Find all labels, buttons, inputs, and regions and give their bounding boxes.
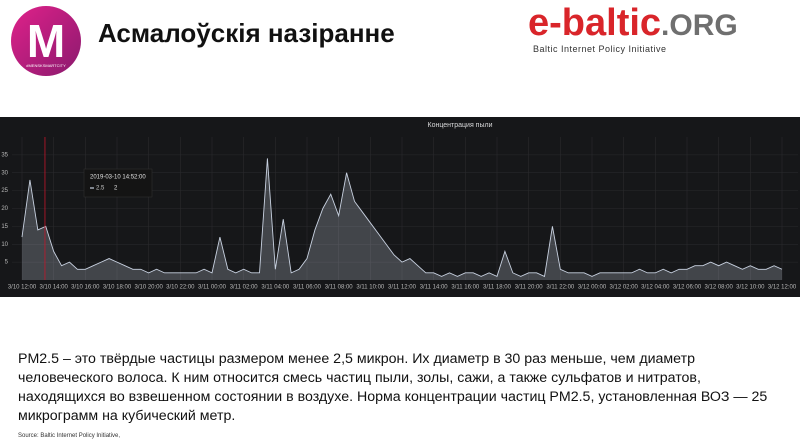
x-tick-label: 3/12 10:00 [736,285,765,291]
x-tick-label: 3/10 12:00 [8,285,37,291]
brand-name: e-baltic [528,2,662,44]
brand-subtitle: Baltic Internet Policy Initiative [533,44,667,54]
body-text: PM2.5 – это твёрдые частицы размером мен… [18,351,768,424]
x-tick-label: 3/11 22:00 [546,285,575,291]
area [22,158,782,280]
tooltip-box [83,168,153,198]
x-tick-label: 3/12 04:00 [641,285,670,291]
y-tick-label: 15 [1,224,8,230]
x-tick-label: 3/11 12:00 [388,285,417,291]
tooltip: 2019-03-10 14:52:00 2.5 2 [83,168,153,198]
logo-letter: M [27,15,65,67]
tooltip-time: 2019-03-10 14:52:00 [90,175,146,181]
logo-circle [11,6,81,76]
x-tick-label: 3/11 14:00 [420,285,449,291]
page-title: Асмалоўскія назіранне [98,18,395,48]
x-tick-label: 3/11 08:00 [325,285,354,291]
x-tick-label: 3/11 06:00 [293,285,322,291]
x-tick-label: 3/10 16:00 [71,285,100,291]
brand-suffix: .ORG [661,9,738,42]
chart: Концентрация пыли 5 10 15 20 25 30 35 3/10 12:0… [0,117,800,297]
source: Source: Baltic Internet Policy Initiativ… [18,433,121,439]
x-tick-label: 3/12 06:00 [673,285,702,291]
line [21,158,783,278]
x-tick-label: 3/11 02:00 [230,285,259,291]
x-tick-label: 3/10 14:00 [39,285,68,291]
tooltip-series: 2.5 [96,186,105,192]
x-tick-label: 3/12 00:00 [578,285,607,291]
x-tick-label: 3/10 18:00 [103,285,132,291]
y-tick-label: 25 [1,188,8,194]
x-tick-label: 3/11 18:00 [483,285,512,291]
y-tick-label: 10 [1,242,8,248]
y-tick-label: 30 [1,170,8,176]
x-tick-label: 3/10 20:00 [134,285,163,291]
y-tick-label: 5 [5,260,9,266]
brand: e-baltic.ORG [528,2,738,45]
logo: M #MENSKSMARTCITY [11,6,81,76]
x-tick-label: 3/12 08:00 [704,285,733,291]
chart-title: Концентрация пыли [428,122,493,129]
x-tick-label: 3/11 16:00 [451,285,480,291]
x-tick-label: 3/10 22:00 [166,285,195,291]
x-tick-label: 3/11 20:00 [515,285,544,291]
y-tick-label: 35 [1,152,8,158]
y-tick-label: 20 [1,206,8,212]
x-tick-label: 3/12 12:00 [768,285,797,291]
x-tick-label: 3/11 04:00 [261,285,290,291]
x-tick-label: 3/11 10:00 [356,285,385,291]
x-tick-label: 3/11 00:00 [198,285,227,291]
tooltip-value: 2 [114,186,118,192]
x-tick-label: 3/12 02:00 [609,285,638,291]
logo-text: #MENSKSMARTCITY [26,63,66,68]
